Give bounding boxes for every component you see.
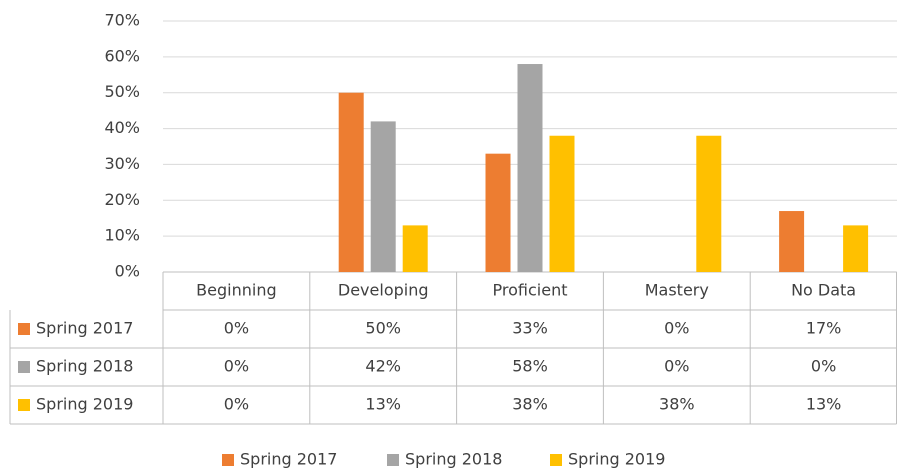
series-label: Spring 2018 (36, 357, 133, 376)
category-label: No Data (791, 281, 856, 300)
table-legend-key (18, 361, 30, 373)
bar (370, 121, 396, 273)
bar (485, 153, 511, 272)
category-label: Mastery (645, 281, 709, 300)
y-tick-label: 0% (115, 262, 140, 281)
table-cell: 13% (806, 395, 842, 414)
table-cell: 0% (224, 319, 249, 338)
table-cell: 0% (224, 395, 249, 414)
y-tick-label: 20% (104, 190, 140, 209)
category-label: Proficient (493, 281, 568, 300)
bar (517, 64, 543, 273)
bar (779, 211, 805, 272)
table-legend-key (18, 399, 30, 411)
legend-label: Spring 2018 (405, 450, 502, 469)
table-cell: 42% (365, 357, 401, 376)
legend-label: Spring 2017 (240, 450, 337, 469)
series-label: Spring 2017 (36, 319, 133, 338)
series-label: Spring 2019 (36, 395, 133, 414)
table-cell: 0% (811, 357, 836, 376)
table-cell: 38% (512, 395, 548, 414)
bar (338, 92, 364, 272)
y-tick-label: 60% (104, 46, 140, 65)
legend-key (222, 454, 234, 466)
bar (549, 135, 575, 272)
table-cell: 17% (806, 319, 842, 338)
table-cell: 13% (365, 395, 401, 414)
category-label: Beginning (196, 281, 276, 300)
y-tick-label: 40% (104, 118, 140, 137)
y-tick-label: 70% (104, 11, 140, 30)
table-legend-key (18, 323, 30, 335)
y-tick-label: 50% (104, 82, 140, 101)
category-label: Developing (338, 281, 429, 300)
table-cell: 0% (664, 357, 689, 376)
table-cell: 0% (664, 319, 689, 338)
table-cell: 33% (512, 319, 548, 338)
table-cell: 0% (224, 357, 249, 376)
bar (402, 225, 428, 272)
legend-key (550, 454, 562, 466)
table-cell: 58% (512, 357, 548, 376)
legend-key (387, 454, 399, 466)
table-cell: 50% (365, 319, 401, 338)
y-tick-label: 30% (104, 154, 140, 173)
y-tick-label: 10% (104, 226, 140, 245)
table-cell: 38% (659, 395, 695, 414)
legend-label: Spring 2019 (568, 450, 665, 469)
bar (696, 135, 722, 272)
bar (843, 225, 869, 272)
